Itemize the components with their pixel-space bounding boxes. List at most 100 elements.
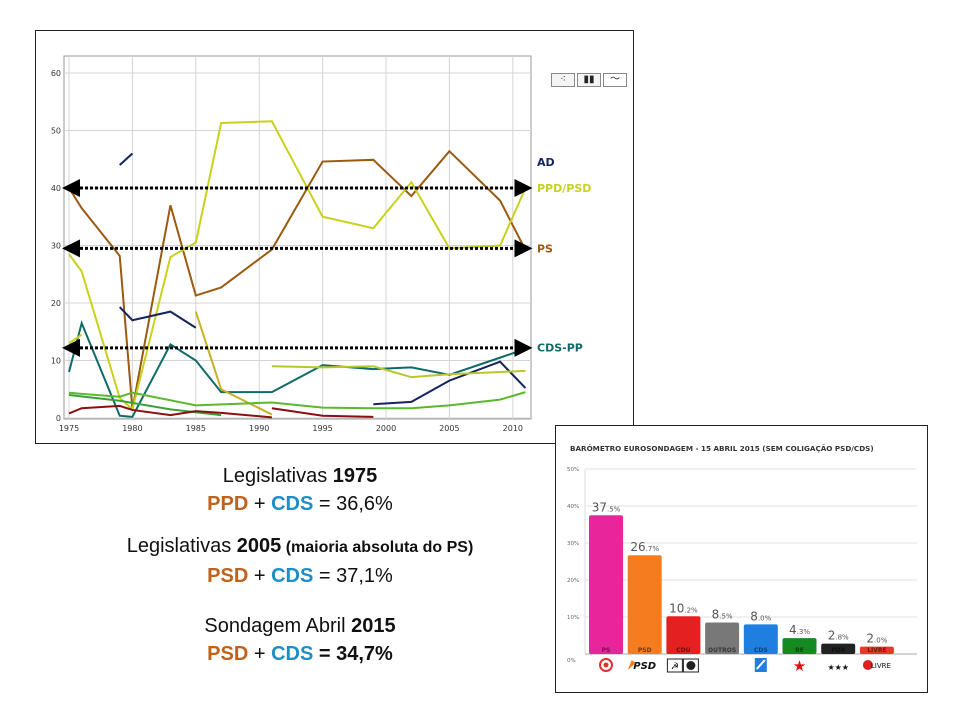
bar-value-label: 8.5% bbox=[711, 607, 732, 621]
y-tick-label: 60 bbox=[51, 69, 61, 78]
value-decimal: .5% bbox=[606, 505, 620, 513]
note-party-ppd: PPD bbox=[207, 493, 249, 515]
y-tick-label: 40% bbox=[567, 504, 579, 510]
scatter-view-button[interactable]: ⁖ bbox=[551, 73, 575, 87]
series-line bbox=[194, 311, 273, 416]
note-line-3: Legislativas 2005 (maioria absoluta do P… bbox=[90, 532, 510, 562]
note-line-5: Sondagem Abril 2015 bbox=[90, 612, 510, 640]
x-tick-label: 1990 bbox=[249, 424, 269, 433]
bar-outros bbox=[704, 622, 739, 654]
y-tick-label: 0 bbox=[56, 414, 61, 423]
line-chart-panel: 1975 1980 1985 1990 1995 2000 2005 2010 0 10 20 30 4… bbox=[35, 30, 634, 444]
value-integer: 4 bbox=[789, 623, 797, 637]
series-line-ad bbox=[119, 152, 134, 166]
series-line-ppdpsd bbox=[68, 120, 527, 412]
series-line-cdspp bbox=[68, 319, 526, 418]
bar-psd bbox=[627, 554, 662, 654]
series-line-ps bbox=[68, 149, 527, 410]
y-tick-label: 20% bbox=[567, 578, 579, 584]
value-decimal: .3% bbox=[796, 628, 810, 636]
bar-value-label: 26.7% bbox=[630, 540, 659, 554]
bar-category-label: CDS bbox=[753, 647, 767, 654]
note-line-2: PPD + CDS = 36,6% bbox=[90, 490, 510, 518]
y-tick-label: 50% bbox=[567, 467, 579, 473]
x-tick-label: 2010 bbox=[503, 424, 523, 433]
y-tick-label: 50 bbox=[51, 127, 61, 136]
bar-chart-icon: ▮▮ bbox=[583, 74, 595, 85]
y-tick-label: 30% bbox=[567, 541, 579, 547]
x-tick-label: 2000 bbox=[376, 424, 396, 433]
value-decimal: .7% bbox=[645, 545, 659, 553]
series-label: CDS-PP bbox=[537, 341, 583, 354]
note-sum: = 36,6% bbox=[313, 493, 393, 515]
bar-value-label: 8.0% bbox=[750, 609, 771, 623]
y-tick-label: 30 bbox=[51, 242, 61, 251]
x-tick-label: 1995 bbox=[312, 424, 332, 433]
value-decimal: .0% bbox=[757, 614, 771, 622]
bar-pdr bbox=[820, 643, 855, 654]
note-remark: (maioria absoluta do PS) bbox=[281, 539, 474, 556]
value-decimal: .5% bbox=[719, 612, 733, 620]
y-tick-label: 40 bbox=[51, 184, 61, 193]
sunflower-icon bbox=[685, 660, 695, 670]
bar-value-label: 10.2% bbox=[669, 601, 698, 615]
series-line bbox=[68, 404, 272, 419]
x-tick-label: 1980 bbox=[122, 424, 142, 433]
line-chart: 1975 1980 1985 1990 1995 2000 2005 2010 0 10 20 30 4… bbox=[51, 55, 591, 433]
note-party-cds: CDS bbox=[271, 493, 314, 515]
note-year: 2015 bbox=[351, 615, 396, 637]
psd-logo-arrow bbox=[627, 659, 636, 670]
value-integer: 37 bbox=[591, 500, 606, 514]
psd-logo: PSD bbox=[633, 661, 656, 672]
y-tick-label: 20 bbox=[51, 299, 61, 308]
series-line bbox=[68, 391, 526, 410]
bar-chart-panel: BARÓMETRO EUROSONDAGEM - 15 ABRIL 2015 (… bbox=[555, 425, 928, 693]
be-star-logo: ★ bbox=[792, 657, 805, 675]
x-tick-label: 1975 bbox=[59, 424, 79, 433]
y-tick-label: 0% bbox=[567, 658, 576, 664]
bar-category-label: OUTROS bbox=[708, 647, 736, 654]
value-integer: 8 bbox=[711, 607, 719, 621]
line-view-button[interactable]: 〜 bbox=[603, 73, 627, 87]
pdr-stars-logo: ★★★ bbox=[827, 663, 849, 672]
value-integer: 26 bbox=[630, 540, 645, 554]
note-year: 2005 bbox=[236, 535, 282, 557]
bar-ps bbox=[588, 514, 623, 654]
livre-logo: LIVRE bbox=[870, 662, 890, 670]
bar-view-button[interactable]: ▮▮ bbox=[577, 73, 601, 87]
note-line-4: PSD + CDS = 37,1% bbox=[90, 562, 510, 590]
bar-livre bbox=[859, 646, 894, 654]
bar-be bbox=[782, 637, 816, 654]
value-decimal: .2% bbox=[684, 606, 698, 614]
note-plus: + bbox=[248, 493, 272, 515]
note-line-1: Legislativas 1975 bbox=[90, 462, 510, 490]
bar-category-label: BE bbox=[795, 647, 804, 654]
note-party-psd: PSD bbox=[207, 643, 249, 665]
bar-cds bbox=[743, 623, 778, 654]
chart-title: BARÓMETRO EUROSONDAGEM - 15 ABRIL 2015 (… bbox=[570, 444, 874, 453]
note-text: Legislativas bbox=[126, 535, 237, 557]
series-line bbox=[271, 365, 526, 379]
series-line bbox=[118, 306, 197, 329]
bar-value-label: 2.8% bbox=[827, 628, 848, 642]
value-integer: 8 bbox=[750, 609, 758, 623]
note-party-cds: CDS bbox=[271, 565, 314, 587]
series-label: PPD/PSD bbox=[537, 182, 591, 195]
bar-category-label: PDR bbox=[831, 647, 845, 654]
note-line-6: PSD + CDS = 34,7% bbox=[90, 640, 510, 668]
note-sum: = 37,1% bbox=[313, 565, 393, 587]
x-tick-label: 2005 bbox=[439, 424, 459, 433]
scatter-icon: ⁖ bbox=[560, 74, 566, 85]
bar-category-label: CDU bbox=[676, 647, 690, 654]
value-decimal: .8% bbox=[835, 633, 849, 641]
series-line bbox=[373, 360, 527, 406]
note-party-cds: CDS bbox=[271, 643, 314, 665]
bar-cdu bbox=[665, 615, 700, 654]
hammer-sickle-icon: ☭ bbox=[670, 662, 678, 672]
x-tick-label: 1985 bbox=[186, 424, 206, 433]
bar-chart: BARÓMETRO EUROSONDAGEM - 15 ABRIL 2015 (… bbox=[567, 444, 917, 675]
value-integer: 2 bbox=[827, 628, 835, 642]
bar-category-label: LIVRE bbox=[867, 647, 886, 654]
value-integer: 2 bbox=[866, 631, 874, 645]
cds-logo-arrow bbox=[755, 658, 766, 670]
